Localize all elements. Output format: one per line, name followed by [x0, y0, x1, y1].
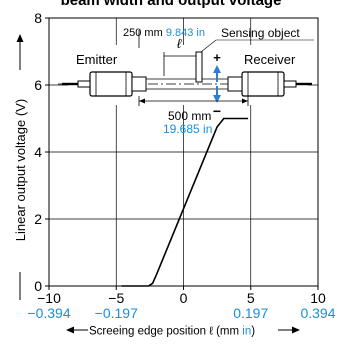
arrow-up-icon	[213, 65, 221, 73]
y-tick-label: 8	[34, 10, 42, 26]
y-label-arrow-up-icon	[16, 34, 24, 42]
receiver-body	[227, 71, 312, 97]
emitter-body	[62, 71, 147, 97]
sensing-object	[195, 51, 203, 83]
ell-symbol: ℓ	[177, 36, 182, 51]
x-axis-label-group: Screeing edge position ℓ (mm in)	[66, 326, 300, 338]
x-tick-labels: −10−0.394 −5−0.197 0 50.197 100.394	[27, 290, 335, 321]
plus-sign: +	[213, 50, 221, 65]
x-axis-label-close: )	[251, 326, 255, 338]
x-label-arrow-right-icon	[292, 326, 300, 334]
dim-500-mm: 500 mm	[168, 109, 211, 123]
dim-500-in: 19.685 in	[163, 122, 212, 136]
dim-250-mm: 250 mm	[123, 27, 163, 39]
y-tick-label: 6	[34, 77, 42, 93]
emitter-label: Emitter	[76, 52, 118, 67]
x-tick-label-in: 0.197	[233, 305, 268, 321]
dim-500-arrow-right	[242, 98, 248, 104]
y-tick-label: 0	[34, 278, 42, 294]
x-tick-label-mm: 10	[310, 290, 326, 306]
y-tick-label: 2	[34, 211, 42, 227]
x-axis-label: Screeing edge position ℓ (mm in)	[89, 326, 255, 338]
y-tick-label: 4	[34, 144, 42, 160]
y-tick-labels: 0 2 4 6 8	[34, 10, 42, 294]
x-tick-label-in: −0.197	[95, 305, 138, 321]
dim-250-text: 250 mm 9.843 in	[123, 27, 205, 39]
x-tick-label-mm: −5	[108, 290, 124, 306]
x-tick-label-in: 0.394	[300, 305, 335, 321]
receiver-label: Receiver	[244, 52, 296, 67]
chart-title: beam width and output voltage	[61, 0, 282, 9]
sensing-object-label: Sensing object	[221, 26, 300, 40]
sensing-object-leader-down	[200, 39, 217, 53]
y-axis-label-group: Linear output voltage (V)	[13, 34, 28, 300]
dim-500-arrow-left	[139, 98, 145, 104]
x-tick-label-mm: 0	[180, 290, 188, 306]
x-tick-label-mm: 5	[247, 290, 255, 306]
arrow-down-icon	[213, 95, 221, 103]
x-axis-label-text: Screeing edge position ℓ (mm	[89, 326, 242, 338]
x-axis-label-unit-in: in	[242, 326, 251, 338]
axes	[45, 17, 319, 290]
dim-250-in: 9.843 in	[166, 27, 205, 39]
x-label-arrow-left-icon	[66, 326, 74, 334]
minus-sign: −	[213, 103, 221, 119]
y-axis-label: Linear output voltage (V)	[13, 99, 28, 241]
x-tick-label-mm: −10	[37, 290, 61, 306]
x-tick-label-in: −0.394	[27, 305, 70, 321]
series-line	[121, 117, 249, 287]
sensor-diagram: ℓ + − Emitter Receiver Sensing object	[58, 26, 314, 119]
